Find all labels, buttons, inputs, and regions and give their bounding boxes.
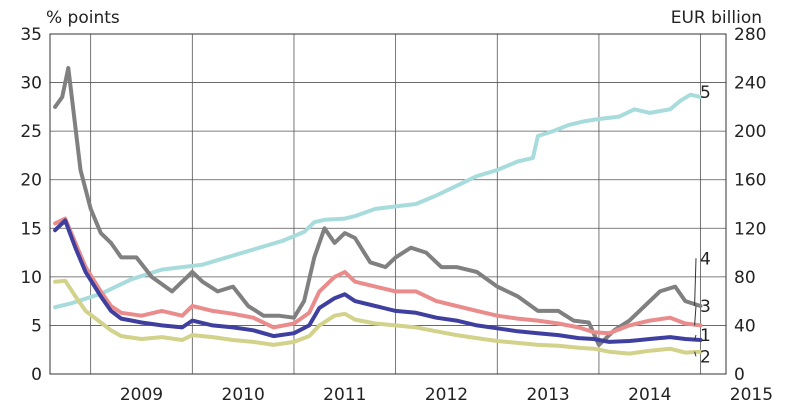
y-tick-right: 160 — [734, 171, 766, 191]
y-tick-left: 25 — [20, 122, 42, 142]
series-lines — [53, 66, 703, 356]
series-line-2 — [53, 278, 703, 356]
right-axis-unit: EUR billion — [671, 8, 762, 28]
x-tick-label: 2009 — [120, 385, 163, 405]
left-axis-unit: % points — [46, 8, 120, 28]
y-tick-right: 240 — [734, 74, 766, 94]
series-leader-3 — [694, 305, 697, 326]
series-label-5: 5 — [700, 83, 711, 103]
series-leader-1 — [694, 334, 697, 341]
series-label-1: 1 — [700, 326, 711, 346]
series-line-4 — [53, 66, 703, 347]
series-line-3 — [53, 216, 703, 336]
y-tick-right: 40 — [734, 316, 756, 336]
series-line-1 — [53, 218, 703, 344]
series-label-4: 4 — [700, 249, 711, 269]
x-tick-label: 2010 — [222, 385, 265, 405]
y-tick-left: 15 — [20, 219, 42, 239]
series-label-3: 3 — [700, 297, 711, 317]
y-tick-left: 30 — [20, 74, 42, 94]
series-label-2: 2 — [700, 347, 711, 367]
series-labels: 12 3 4 5 — [694, 83, 711, 367]
y-tick-right: 120 — [734, 219, 766, 239]
series-leader-2 — [694, 351, 697, 357]
series-line-5 — [53, 92, 703, 310]
x-tick-label: 2013 — [526, 385, 569, 405]
x-tick-label: 2015 — [730, 385, 773, 405]
y-tick-left: 35 — [20, 25, 42, 45]
y-tick-left: 10 — [20, 268, 42, 288]
y-tick-right: 80 — [734, 268, 756, 288]
y-tick-right: 200 — [734, 122, 766, 142]
x-tick-label: 2011 — [323, 385, 366, 405]
series-leader-4 — [694, 258, 697, 307]
y-tick-left: 5 — [31, 316, 42, 336]
y-tick-right: 0 — [734, 365, 745, 385]
plot-frame — [49, 33, 727, 375]
y-tick-left: 20 — [20, 171, 42, 191]
x-tick-label: 2012 — [425, 385, 468, 405]
y-tick-left: 0 — [31, 365, 42, 385]
x-tick-label: 2014 — [628, 385, 671, 405]
y-tick-right: 280 — [734, 25, 766, 45]
